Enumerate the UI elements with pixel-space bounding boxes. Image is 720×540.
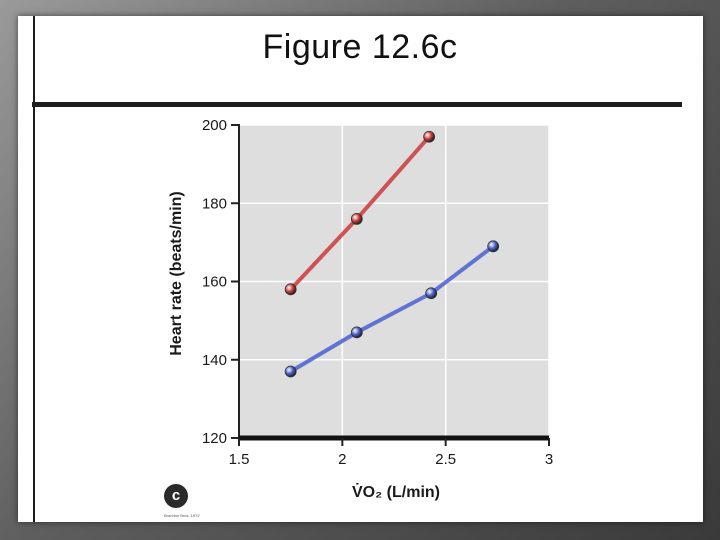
data-point <box>425 287 438 300</box>
y-tick-label: 160 <box>202 274 227 291</box>
x-tick-label: 3 <box>545 451 553 468</box>
panel-label-badge: c <box>164 484 188 508</box>
title-divider <box>32 102 682 107</box>
left-border-rule <box>33 16 35 522</box>
data-point <box>284 283 297 296</box>
y-axis-title: Heart rate (beats/min) <box>168 191 185 356</box>
y-tick-label: 200 <box>202 117 227 134</box>
x-tick-label: 2.5 <box>435 451 456 468</box>
data-point <box>350 326 363 339</box>
y-tick-label: 180 <box>202 195 227 212</box>
x-tick-label: 1.5 <box>229 451 250 468</box>
figure-credit: Brandon Bros. 1972 <box>164 513 200 518</box>
data-point <box>284 365 297 378</box>
x-axis-title: V̇O₂ (L/min) <box>352 483 440 501</box>
data-point <box>487 240 500 253</box>
data-point <box>350 212 363 225</box>
slide-title: Figure 12.6c <box>262 28 458 66</box>
y-tick-label: 140 <box>202 352 227 369</box>
y-tick-label: 120 <box>202 430 227 447</box>
x-tick-label: 2 <box>338 451 346 468</box>
data-point <box>423 130 436 143</box>
series-line <box>288 244 496 374</box>
